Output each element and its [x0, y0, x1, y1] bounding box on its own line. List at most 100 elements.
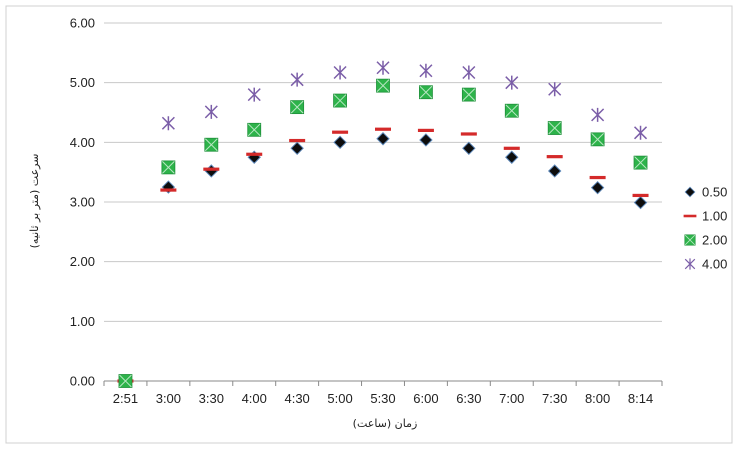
data-point [290, 100, 305, 115]
diamond-icon [290, 141, 304, 156]
data-point [419, 133, 433, 147]
y-tick-label: 4.00 [70, 135, 95, 150]
x-mark-icon [684, 234, 696, 246]
asterisk-icon [247, 87, 261, 102]
data-point [246, 152, 263, 156]
data-point [590, 132, 605, 147]
data-point [417, 128, 434, 132]
data-point [376, 78, 390, 93]
dash-icon [160, 188, 177, 192]
x-tick-label: 8:14 [628, 391, 653, 406]
data-point [204, 137, 219, 152]
data-point [633, 195, 648, 210]
dash-icon [246, 152, 263, 156]
dash-icon [289, 138, 306, 143]
data-point [634, 125, 648, 140]
x-tick-label: 7:30 [542, 391, 567, 406]
data-point [460, 132, 477, 136]
legend-symbol [684, 234, 696, 246]
asterisk-icon [684, 258, 696, 270]
data-point [161, 116, 175, 131]
data-point [419, 85, 433, 100]
asterisk-icon [333, 65, 347, 80]
dash-icon [503, 146, 520, 150]
axes: 0.00 1.00 2.00 3.00 4.00 5.00 6.00 2:51 3:00 3:30… [70, 16, 663, 406]
dash-icon [417, 128, 434, 132]
x-tick-label: 6:30 [456, 391, 481, 406]
data-point [591, 107, 605, 122]
asterisk-icon [161, 116, 175, 131]
data-point [160, 188, 177, 192]
legend-symbol [683, 214, 697, 218]
x-tick-label: 6:00 [413, 391, 438, 406]
data-point [505, 75, 519, 90]
legend-label: 1.00 [702, 209, 727, 224]
y-tick-label: 5.00 [70, 75, 95, 90]
x-mark-icon [505, 104, 519, 118]
dash-icon [460, 132, 477, 136]
data-point [290, 141, 304, 156]
data-point [590, 180, 605, 195]
data-point [505, 150, 519, 164]
x-mark-icon [376, 79, 390, 93]
y-tick-label: 2.00 [70, 254, 95, 269]
data-point [161, 160, 176, 175]
legend-marker [684, 234, 696, 246]
data-point [203, 167, 220, 171]
data-point [547, 164, 562, 178]
asterisk-icon [204, 104, 218, 119]
asterisk-icon [290, 72, 304, 87]
data-point [247, 122, 262, 137]
dash-icon [332, 130, 349, 134]
diamond-icon [633, 195, 648, 210]
data-point [461, 87, 476, 102]
diamond-icon [376, 132, 390, 146]
legend-marker [683, 214, 697, 218]
legend-label: 4.00 [702, 257, 727, 272]
data-point [462, 65, 476, 80]
x-axis-title: زمان (ساعت) [353, 417, 418, 430]
diamond-icon [333, 135, 347, 150]
data-point [289, 138, 306, 143]
dash-icon [589, 175, 606, 180]
data-series [117, 60, 649, 388]
diamond-icon [462, 141, 476, 156]
data-point [504, 103, 519, 118]
dash-icon [375, 127, 391, 131]
data-point [462, 141, 476, 156]
legend-symbol [684, 258, 696, 270]
legend-symbol [684, 186, 696, 198]
legend-item: 2.00 [684, 233, 727, 248]
legend-marker [684, 258, 696, 270]
legend: 0.50 1.00 2.00 4.00 [683, 185, 727, 272]
x-tick-label: 5:30 [370, 391, 395, 406]
data-point [548, 82, 562, 97]
asterisk-icon [634, 125, 648, 140]
data-point [290, 72, 304, 87]
asterisk-icon [376, 60, 390, 75]
data-point [547, 121, 562, 135]
series-2.00 [118, 78, 648, 388]
data-point [118, 374, 133, 388]
x-tick-label: 3:30 [199, 391, 224, 406]
data-point [376, 60, 390, 75]
chart-frame [5, 5, 733, 444]
x-mark-icon [290, 100, 304, 114]
y-tick-label: 0.00 [70, 374, 95, 389]
dash-icon [546, 155, 563, 159]
x-mark-icon [119, 374, 132, 388]
x-tick-label: 7:00 [499, 391, 524, 406]
x-mark-icon [591, 132, 604, 146]
asterisk-icon [505, 75, 519, 90]
legend-label: 0.50 [702, 185, 727, 200]
x-tick-label: 2:51 [113, 391, 138, 406]
series-4.00 [161, 60, 648, 140]
diamond-icon [547, 164, 562, 178]
data-point [633, 155, 648, 170]
asterisk-icon [591, 107, 605, 122]
asterisk-icon [419, 63, 433, 78]
data-point [247, 87, 261, 102]
x-mark-icon [462, 88, 476, 101]
data-point [333, 135, 347, 150]
